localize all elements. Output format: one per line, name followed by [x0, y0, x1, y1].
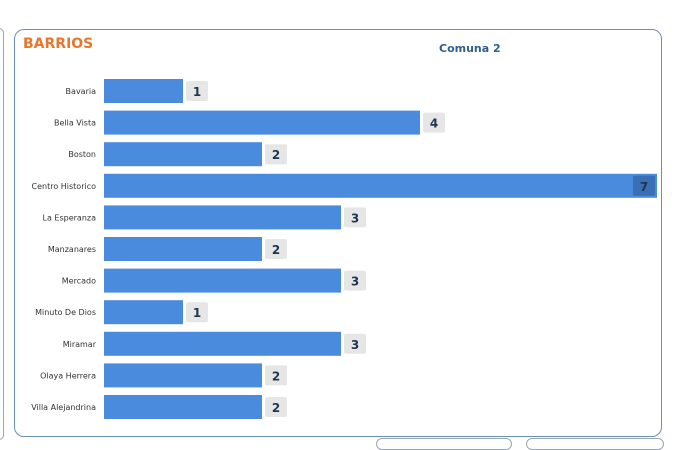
bar-mercado[interactable] [104, 268, 341, 293]
bar-miramar[interactable] [104, 331, 341, 356]
value-label-centro-historico: 7 [640, 180, 648, 194]
chart-subtitle: Comuna 2 [439, 42, 501, 55]
value-label-la-esperanza: 3 [351, 211, 359, 225]
bar-minuto-de-dios[interactable] [104, 300, 183, 325]
value-label-bg-mercado [344, 270, 366, 291]
bar-manzanares[interactable] [104, 237, 262, 261]
bar-villa-alejandrina[interactable] [104, 395, 262, 419]
value-label-bg-la-esperanza [344, 207, 366, 228]
value-label-bg-centro-historico [633, 175, 655, 196]
bar-centro-historico[interactable] [104, 173, 657, 198]
value-label-bella-vista: 4 [430, 117, 438, 131]
category-label-boston: Boston [68, 150, 96, 159]
right-edge-mark [676, 374, 680, 386]
category-label-olaya-herrera: Olaya Herrera [40, 371, 96, 380]
bar-bavaria[interactable] [104, 79, 183, 103]
bar-la-esperanza[interactable] [104, 205, 341, 230]
category-label-bella-vista: Bella Vista [54, 119, 96, 128]
value-label-minuto-de-dios: 1 [193, 306, 201, 320]
value-label-bg-olaya-herrera [265, 365, 287, 386]
category-label-manzanares: Manzanares [48, 245, 96, 254]
value-label-boston: 2 [272, 148, 280, 162]
value-label-bg-minuto-de-dios [186, 302, 208, 323]
bar-olaya-herrera[interactable] [104, 363, 262, 388]
category-label-bavaria: Bavaria [66, 87, 97, 96]
value-label-bg-boston [265, 144, 287, 165]
category-label-minuto-de-dios: Minuto De Dios [35, 308, 96, 317]
category-label-centro-historico: Centro Historico [31, 182, 96, 191]
value-label-bg-bella-vista [423, 112, 445, 133]
bar-bella-vista[interactable] [104, 110, 420, 135]
value-label-bg-villa-alejandrina [265, 397, 287, 417]
category-label-miramar: Miramar [63, 340, 97, 349]
category-label-villa-alejandrina: Villa Alejandrina [31, 403, 96, 412]
value-label-miramar: 3 [351, 338, 359, 352]
value-label-villa-alejandrina: 2 [272, 401, 280, 415]
panel-title: BARRIOS [23, 36, 94, 52]
value-label-bg-manzanares [265, 239, 287, 259]
value-label-olaya-herrera: 2 [272, 369, 280, 383]
value-label-bavaria: 1 [193, 85, 201, 99]
value-label-manzanares: 2 [272, 243, 280, 257]
category-label-mercado: Mercado [62, 277, 96, 286]
value-label-bg-bavaria [186, 81, 208, 101]
value-label-mercado: 3 [351, 275, 359, 289]
bar-boston[interactable] [104, 142, 262, 167]
value-label-bg-miramar [344, 333, 366, 354]
category-label-la-esperanza: La Esperanza [43, 213, 97, 222]
